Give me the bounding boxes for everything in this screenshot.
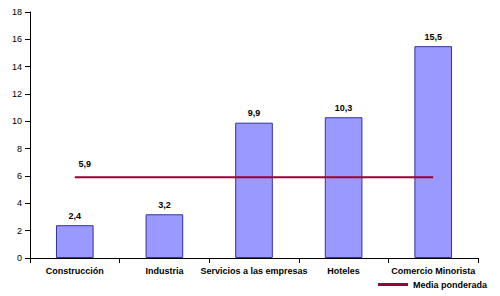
svg-text:8: 8: [17, 144, 22, 154]
svg-text:6: 6: [17, 171, 22, 181]
svg-text:Hoteles: Hoteles: [327, 266, 360, 276]
svg-text:16: 16: [12, 34, 22, 44]
svg-text:5,9: 5,9: [79, 159, 92, 169]
svg-text:12: 12: [12, 89, 22, 99]
svg-text:Industria: Industria: [145, 266, 184, 276]
svg-text:2: 2: [17, 226, 22, 236]
svg-text:2,4: 2,4: [69, 211, 82, 221]
svg-text:Comercio Minorista: Comercio Minorista: [391, 266, 476, 276]
svg-text:4: 4: [17, 198, 22, 208]
svg-text:18: 18: [12, 7, 22, 17]
svg-text:Media ponderada: Media ponderada: [413, 280, 488, 290]
svg-text:Construcción: Construcción: [46, 266, 104, 276]
svg-text:14: 14: [12, 62, 22, 72]
svg-text:15,5: 15,5: [424, 32, 442, 42]
svg-text:Servicios a las empresas: Servicios a las empresas: [200, 266, 307, 276]
svg-text:10: 10: [12, 116, 22, 126]
svg-text:10,3: 10,3: [335, 103, 353, 113]
svg-text:9,9: 9,9: [248, 108, 261, 118]
svg-text:0: 0: [17, 253, 22, 263]
svg-text:3,2: 3,2: [158, 200, 171, 210]
